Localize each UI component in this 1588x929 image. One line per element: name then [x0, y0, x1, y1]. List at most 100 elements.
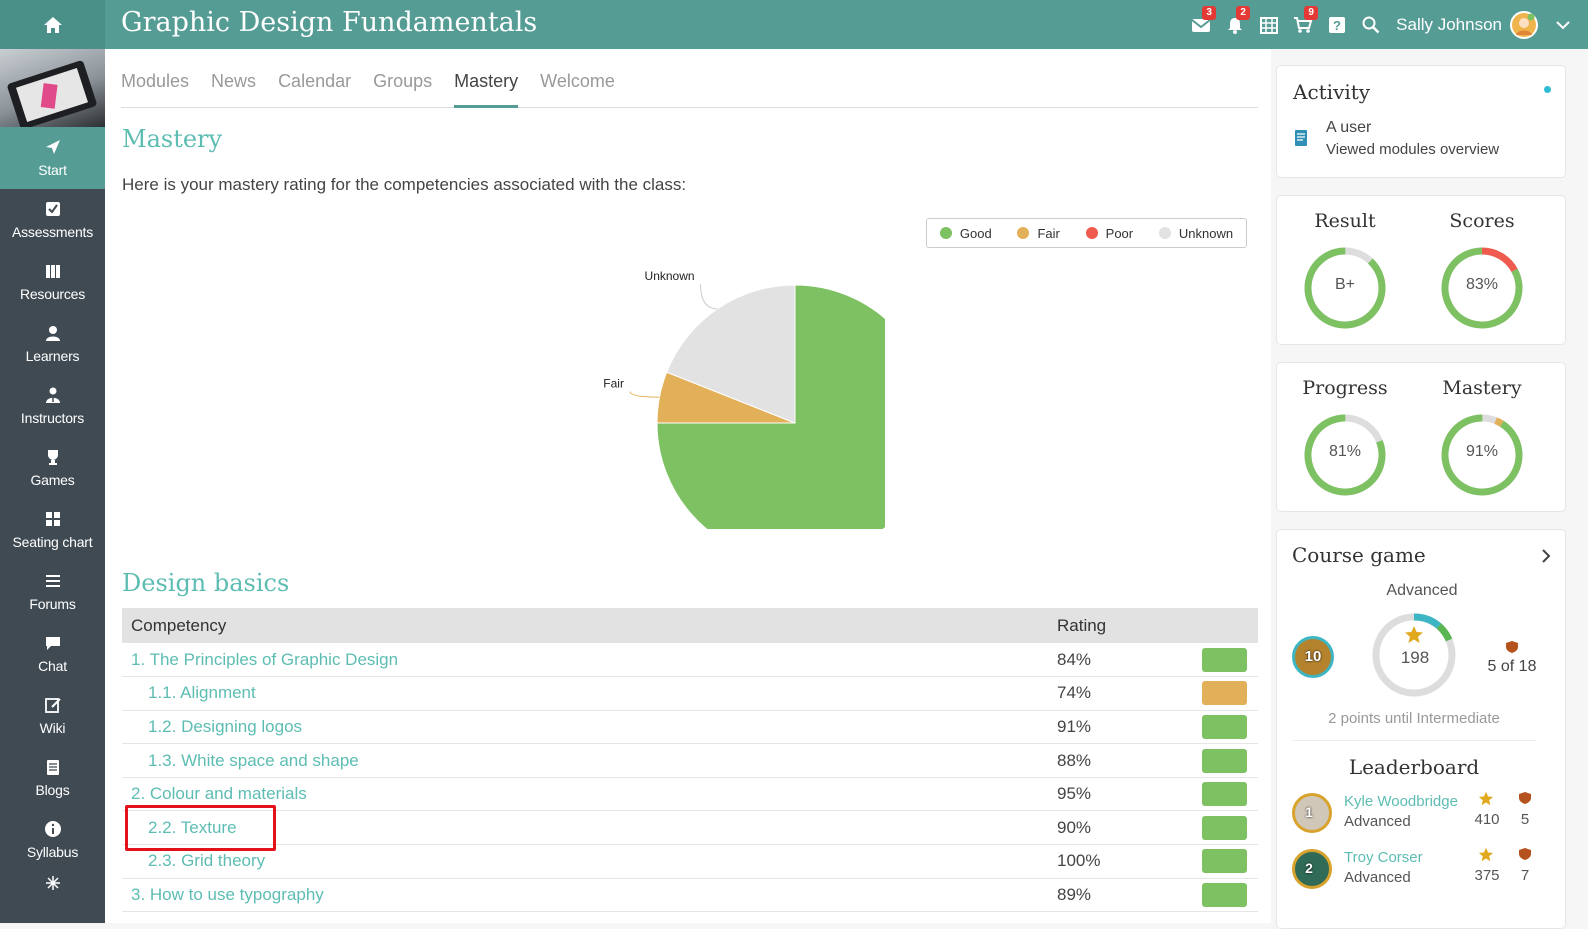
leaderboard-name[interactable]: Kyle Woodbridge	[1344, 793, 1458, 810]
legend-item-poor[interactable]: Poor	[1085, 226, 1133, 241]
competency-name[interactable]: 1.1. Alignment	[122, 676, 1057, 711]
mastery-gauge[interactable]: 91%	[1440, 413, 1524, 497]
course-cover-image[interactable]	[0, 49, 105, 127]
sidebar-item-games[interactable]: Games	[0, 437, 105, 499]
divider	[1292, 740, 1536, 741]
leaderboard-row[interactable]: 2 Troy Corser Advanced 375 7	[1292, 845, 1552, 895]
cart-button[interactable]: 9	[1286, 0, 1320, 49]
leaderboard-points: 410	[1474, 811, 1500, 828]
table-row[interactable]: 1. The Principles of Graphic Design 84%	[122, 643, 1258, 678]
result-gauge[interactable]: B+	[1303, 246, 1387, 330]
table-row[interactable]: 3. How to use typography 89%	[122, 878, 1258, 913]
leaderboard-level: Advanced	[1344, 813, 1411, 830]
mastery-label: Mastery	[1442, 377, 1522, 399]
progress-card: Progress Mastery 81% 91%	[1276, 362, 1566, 512]
legend-item-good[interactable]: Good	[939, 225, 992, 241]
sidebar-item-forums[interactable]: Forums	[0, 561, 105, 623]
paper-plane-icon	[45, 140, 60, 154]
competency-rating: 91%	[1057, 710, 1202, 745]
pie-leader-line	[700, 284, 718, 310]
sidebar-item-seating-chart[interactable]: Seating chart	[0, 499, 105, 561]
pie-slice-unknown[interactable]	[666, 284, 796, 424]
game-badges: 5 of 18	[1487, 658, 1537, 675]
rating-bar	[1202, 647, 1247, 672]
rating-bar	[1202, 815, 1247, 840]
tab-news[interactable]: News	[211, 71, 257, 91]
legend-label: Unknown	[1178, 225, 1234, 241]
notifications-button[interactable]: 2	[1218, 0, 1252, 49]
home-icon	[43, 16, 62, 33]
table-row[interactable]: 2.2. Texture 90%	[122, 810, 1258, 846]
course-game-title[interactable]: Course game	[1292, 543, 1426, 567]
sidebar-item-syllabus[interactable]: Syllabus	[0, 809, 105, 871]
table-row[interactable]: 2. Colour and materials 95%	[122, 777, 1258, 812]
legend-swatch	[939, 227, 952, 239]
competency-name[interactable]: 3. How to use typography	[122, 878, 1057, 913]
tab-groups[interactable]: Groups	[373, 71, 433, 91]
mastery-pie-chart: GoodFairUnknown	[485, 209, 949, 562]
leaderboard-rank: 2	[1305, 860, 1313, 876]
sidebar-item-assessments[interactable]: Assessments	[0, 189, 105, 251]
user-name[interactable]: Sally Johnson	[1396, 14, 1502, 34]
next-level-text: 2 points until Intermediate	[1328, 710, 1500, 727]
help-button[interactable]: ?	[1320, 0, 1354, 49]
tab-welcome[interactable]: Welcome	[540, 71, 615, 91]
search-button[interactable]	[1354, 0, 1388, 49]
top-bar: Graphic Design Fundamentals 3 2 9 ? Sall…	[0, 0, 1588, 49]
notifications-badge: 2	[1236, 6, 1251, 20]
legend-item-unknown[interactable]: Unknown	[1158, 225, 1234, 241]
sidebar-item-instructors[interactable]: Instructors	[0, 375, 105, 437]
legend-label: Fair	[1037, 225, 1060, 241]
progress-gauge[interactable]: 81%	[1303, 413, 1387, 497]
leaderboard-name[interactable]: Troy Corser	[1344, 849, 1423, 866]
competency-name[interactable]: 1.3. White space and shape	[122, 743, 1057, 778]
game-level: Advanced	[1386, 582, 1458, 599]
competency-rating: 89%	[1057, 878, 1202, 913]
rating-bar	[1202, 714, 1247, 739]
rating-bar	[1202, 882, 1247, 907]
sidebar-item-chat[interactable]: Chat	[0, 623, 105, 685]
competency-name[interactable]: 2. Colour and materials	[122, 777, 1057, 812]
competency-rating: 74%	[1057, 676, 1202, 711]
sidebar-item-label: Resources	[19, 286, 86, 302]
pie-label-fair: Fair	[603, 377, 624, 391]
table-row[interactable]: 1.3. White space and shape 88%	[122, 743, 1258, 778]
document-icon	[1295, 130, 1307, 146]
table-row[interactable]: 2.3. Grid theory 100%	[122, 844, 1258, 879]
competency-name[interactable]: 1.2. Designing logos	[122, 710, 1057, 745]
competency-name[interactable]: 1. The Principles of Graphic Design	[122, 643, 1057, 678]
progress-value: 81%	[1328, 443, 1362, 460]
sidebar-item-label: Blogs	[35, 782, 70, 798]
chevron-right-icon[interactable]	[1541, 548, 1551, 564]
sidebar-item-wiki[interactable]: Wiki	[0, 685, 105, 747]
leaderboard-row[interactable]: 1 Kyle Woodbridge Advanced 410 5	[1292, 789, 1552, 839]
sidebar-item-label: Forums	[29, 596, 76, 612]
user-menu-toggle[interactable]	[1538, 0, 1588, 49]
competency-name[interactable]: 2.3. Grid theory	[122, 844, 1057, 879]
competency-name[interactable]: 2.2. Texture	[122, 810, 1057, 846]
table-row[interactable]: 1.1. Alignment 74%	[122, 676, 1258, 711]
home-button[interactable]	[0, 0, 105, 49]
course-game-card: Course game Advanced 10 198 5 of 18 2 po…	[1276, 529, 1566, 929]
competency-table: Competency Rating 1. The Principles of G…	[122, 608, 1258, 913]
messages-button[interactable]: 3	[1184, 0, 1218, 49]
rating-bar	[1202, 748, 1247, 773]
tab-modules[interactable]: Modules	[121, 71, 190, 91]
pie-label-unknown: Unknown	[645, 269, 695, 283]
activity-action: Viewed modules overview	[1326, 141, 1500, 158]
calendar-button[interactable]	[1252, 0, 1286, 49]
sidebar-item-blogs[interactable]: Blogs	[0, 747, 105, 809]
sidebar-item-learners[interactable]: Learners	[0, 313, 105, 375]
user-avatar[interactable]	[1510, 10, 1538, 39]
legend-item-fair[interactable]: Fair	[1017, 225, 1060, 241]
sidebar-item-start[interactable]: Start	[0, 127, 105, 189]
app-title: Graphic Design Fundamentals	[121, 7, 538, 38]
sidebar-more[interactable]	[0, 871, 105, 901]
search-icon	[1362, 16, 1380, 33]
tab-calendar[interactable]: Calendar	[278, 71, 352, 91]
legend-label: Good	[959, 225, 992, 241]
sidebar-item-resources[interactable]: Resources	[0, 251, 105, 313]
tab-mastery[interactable]: Mastery	[454, 49, 519, 108]
table-row[interactable]: 1.2. Designing logos 91%	[122, 710, 1258, 745]
scores-gauge[interactable]: 83%	[1440, 246, 1524, 330]
